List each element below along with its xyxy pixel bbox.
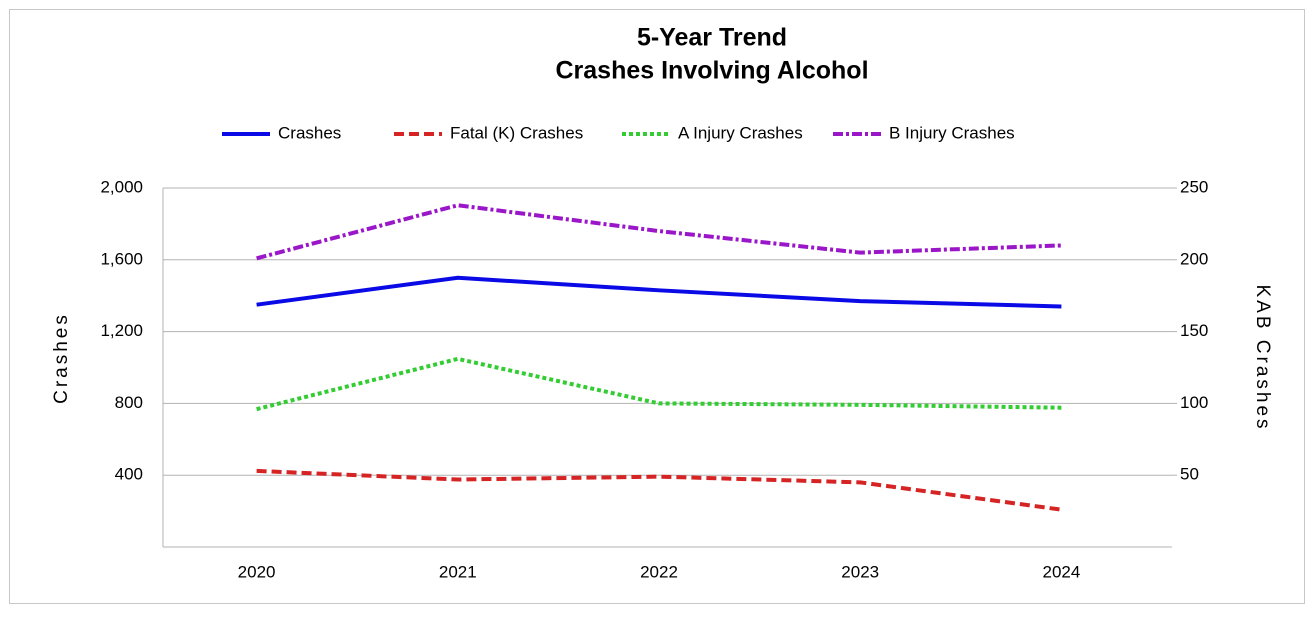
chart-title: 5-Year Trend bbox=[637, 24, 787, 52]
y2-axis-title: KAB Crashes bbox=[1252, 284, 1273, 431]
y2-tick-label: 100 bbox=[1180, 393, 1208, 412]
x-tick-label: 2021 bbox=[439, 562, 477, 581]
series-line bbox=[256, 203, 1062, 261]
x-tick-label: 2022 bbox=[640, 562, 678, 581]
y-tick-label: 800 bbox=[115, 393, 143, 412]
series-line bbox=[256, 275, 1062, 309]
legend-label: A Injury Crashes bbox=[678, 123, 803, 142]
y2-tick-label: 250 bbox=[1180, 177, 1208, 196]
y2-tick-label: 50 bbox=[1180, 465, 1199, 484]
y2-tick-label: 150 bbox=[1180, 321, 1208, 340]
x-tick-label: 2020 bbox=[238, 562, 276, 581]
y2-tick-label: 200 bbox=[1180, 249, 1208, 268]
y-tick-label: 2,000 bbox=[100, 177, 143, 196]
y-axis-title: Crashes bbox=[51, 312, 72, 404]
chart-border bbox=[9, 9, 1305, 604]
x-tick-label: 2023 bbox=[841, 562, 879, 581]
legend-label: Crashes bbox=[278, 123, 341, 142]
y-tick-label: 400 bbox=[115, 465, 143, 484]
x-tick-label: 2024 bbox=[1042, 562, 1080, 581]
chart-subtitle: Crashes Involving Alcohol bbox=[555, 57, 868, 85]
y-tick-label: 1,600 bbox=[100, 249, 143, 268]
series-line bbox=[256, 356, 1062, 412]
legend-label: Fatal (K) Crashes bbox=[450, 123, 583, 142]
legend-label: B Injury Crashes bbox=[889, 123, 1015, 142]
y-tick-label: 1,200 bbox=[100, 321, 143, 340]
